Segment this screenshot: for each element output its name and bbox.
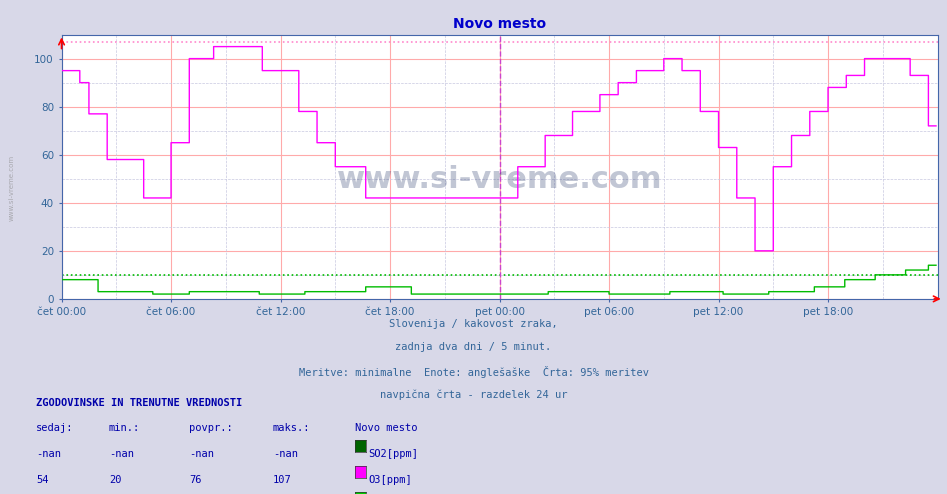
Text: SO2[ppm]: SO2[ppm] xyxy=(368,449,419,459)
Text: -nan: -nan xyxy=(273,449,297,459)
Text: sedaj:: sedaj: xyxy=(36,423,74,433)
Text: Slovenija / kakovost zraka,: Slovenija / kakovost zraka, xyxy=(389,319,558,329)
Text: -nan: -nan xyxy=(36,449,61,459)
Text: -nan: -nan xyxy=(109,449,134,459)
Title: Novo mesto: Novo mesto xyxy=(453,17,546,31)
Text: O3[ppm]: O3[ppm] xyxy=(368,475,412,485)
Text: zadnja dva dni / 5 minut.: zadnja dva dni / 5 minut. xyxy=(396,342,551,352)
Text: min.:: min.: xyxy=(109,423,140,433)
Text: maks.:: maks.: xyxy=(273,423,311,433)
Text: www.si-vreme.com: www.si-vreme.com xyxy=(9,155,14,221)
Text: navpična črta - razdelek 24 ur: navpična črta - razdelek 24 ur xyxy=(380,390,567,400)
Text: ZGODOVINSKE IN TRENUTNE VREDNOSTI: ZGODOVINSKE IN TRENUTNE VREDNOSTI xyxy=(36,398,242,408)
Text: 107: 107 xyxy=(273,475,292,485)
Text: Meritve: minimalne  Enote: anglešaške  Črta: 95% meritev: Meritve: minimalne Enote: anglešaške Črt… xyxy=(298,366,649,378)
Text: Novo mesto: Novo mesto xyxy=(355,423,418,433)
Text: www.si-vreme.com: www.si-vreme.com xyxy=(337,165,662,195)
Text: 54: 54 xyxy=(36,475,48,485)
Text: 20: 20 xyxy=(109,475,121,485)
Text: -nan: -nan xyxy=(189,449,214,459)
Text: 76: 76 xyxy=(189,475,202,485)
Text: povpr.:: povpr.: xyxy=(189,423,233,433)
